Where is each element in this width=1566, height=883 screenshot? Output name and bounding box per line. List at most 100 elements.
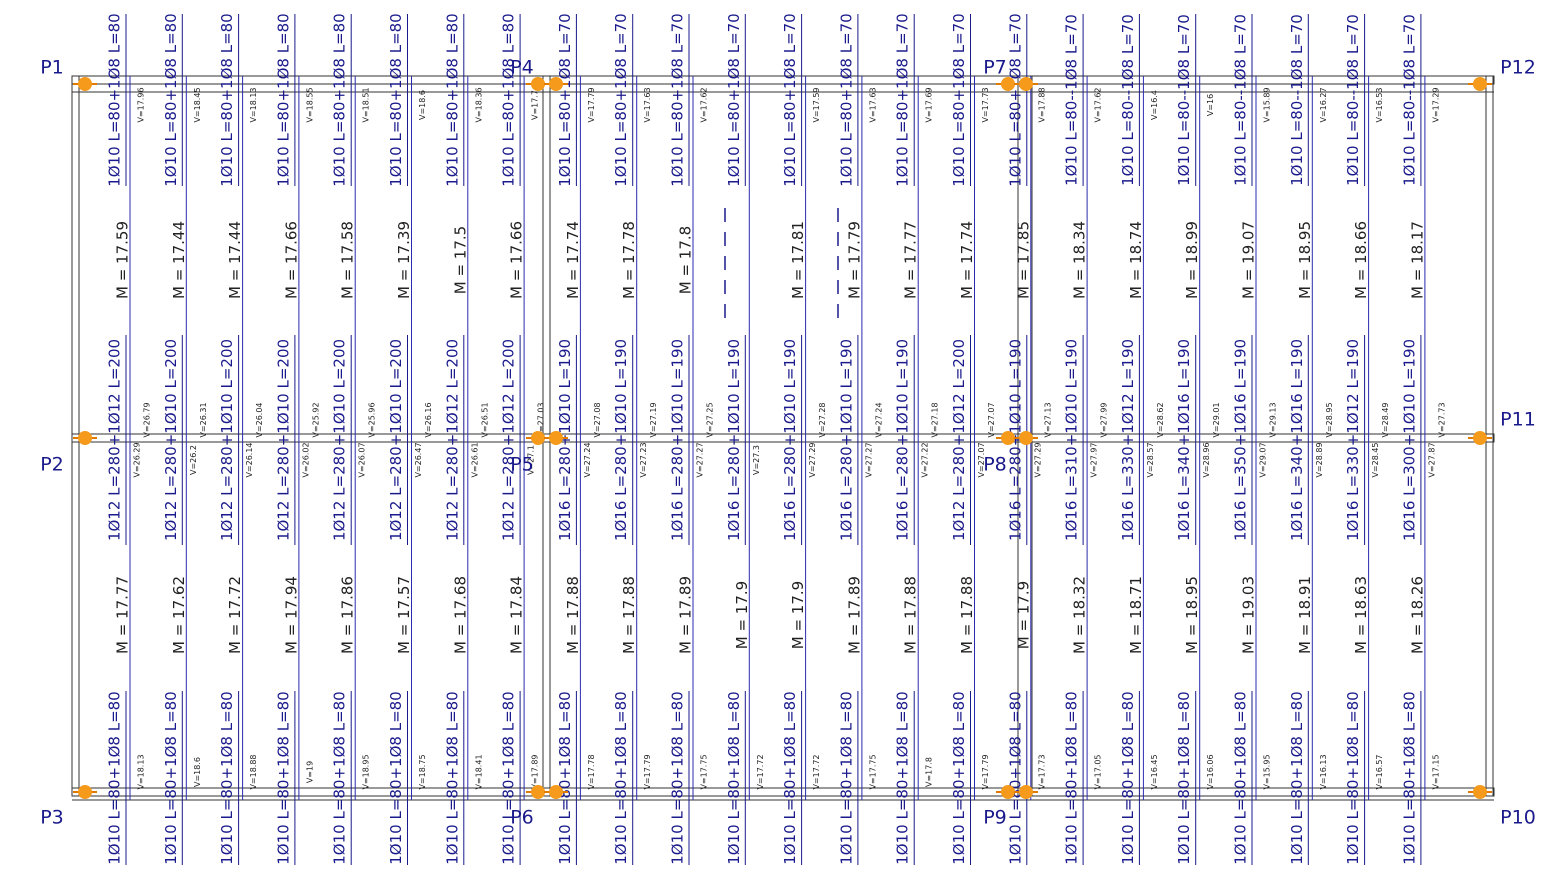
shear-top: V=17.62	[1094, 87, 1103, 122]
bottom-rebar: 1Ø10 L=80+1Ø8 L=80	[669, 691, 687, 864]
pillar-label: P8	[983, 454, 1007, 476]
bottom-rebar: 1Ø10 L=80+1Ø8 L=80	[1288, 691, 1306, 864]
shear-mid: V=27.18	[931, 402, 940, 437]
moment-bottom: M = 17.88	[958, 576, 976, 654]
shear-mid: V=29.01	[1212, 402, 1221, 437]
top-rebar: 1Ø10 L=80+1Ø8 L=70	[725, 13, 743, 186]
bottom-rebar: 1Ø10 L=80+1Ø8 L=80	[1175, 691, 1193, 864]
shear-bottom: V=17.8	[925, 757, 934, 787]
moment-bottom: M = 17.62	[170, 576, 188, 654]
shear-bottom: V=17.15	[1431, 754, 1440, 789]
mid-rebar: 1Ø16 L=280+1Ø10 L=190	[612, 339, 630, 541]
shear-mid: V=26.51	[480, 402, 489, 437]
moment-top: M = 17.74	[564, 221, 582, 299]
shear-mid: V=28.45	[1371, 442, 1380, 477]
shear-top: V=17.59	[812, 87, 821, 122]
top-rebar: 1Ø10 L=80+1Ø8 L=70	[669, 13, 687, 186]
top-rebar: 1Ø10 L=80+1Ø8 L=70	[894, 13, 912, 186]
bottom-rebar: 1Ø10 L=80+1Ø8 L=80	[106, 691, 124, 864]
top-rebar: 1Ø10 L=80+1Ø8 L=70	[781, 13, 799, 186]
moment-top: M = 18.99	[1183, 221, 1201, 299]
pillar-label: P2	[40, 454, 64, 476]
moment-top: M = 17.85	[1014, 221, 1032, 299]
shear-bottom: V=17.72	[812, 754, 821, 789]
shear-mid: V=26.04	[255, 402, 264, 437]
bottom-rebar: 1Ø10 L=80+1Ø8 L=80	[1006, 691, 1024, 864]
pillar-label: P5	[510, 454, 534, 476]
mid-rebar: 1Ø12 L=280+1Ø10 L=200	[274, 339, 292, 541]
top-rebar: 1Ø10 L=80+1Ø8 L=80	[443, 13, 461, 186]
top-rebar: 1Ø10 L=80--1Ø8 L=70	[1288, 14, 1306, 186]
moment-bottom: M = 17.9	[789, 581, 807, 649]
shear-bottom: V=16.45	[1150, 754, 1159, 789]
moment-top: M = 17.39	[395, 221, 413, 299]
pillar	[1001, 785, 1015, 799]
shear-mid: V=28.89	[1315, 442, 1324, 477]
top-rebar: 1Ø10 L=80--1Ø8 L=70	[1344, 14, 1362, 186]
shear-mid: V=28.57	[1146, 442, 1155, 477]
moment-bottom: M = 17.68	[451, 576, 469, 654]
shear-mid: V=27.22	[921, 442, 930, 477]
mid-rebar: 1Ø16 L=300+1Ø10 L=190	[1400, 339, 1418, 541]
shear-mid: V=27.25	[706, 402, 715, 437]
shear-bottom: V=16.13	[1319, 754, 1328, 789]
top-rebar: 1Ø10 L=80+1Ø8 L=70	[556, 13, 574, 186]
moment-top: M = 17.81	[789, 221, 807, 299]
top-rebar: 1Ø10 L=80--1Ø8 L=70	[1175, 14, 1193, 186]
pillar-label: P11	[1500, 409, 1536, 431]
pillar-label: P7	[983, 57, 1007, 79]
pillar	[1001, 77, 1015, 91]
bottom-rebar: 1Ø10 L=80+1Ø8 L=80	[500, 691, 518, 864]
top-rebar: 1Ø10 L=80+1Ø8 L=80	[500, 13, 518, 186]
top-rebar: 1Ø10 L=80+1Ø8 L=80	[274, 13, 292, 186]
top-rebar: 1Ø10 L=80+1Ø8 L=70	[1006, 13, 1024, 186]
bottom-rebar: 1Ø10 L=80+1Ø8 L=80	[612, 691, 630, 864]
shear-mid: V=26.29	[133, 442, 142, 477]
shear-bottom: V=15.95	[1263, 754, 1272, 789]
bottom-rebar: 1Ø10 L=80+1Ø8 L=80	[894, 691, 912, 864]
pillar-label: P1	[40, 57, 64, 79]
shear-top: V=18.45	[193, 87, 202, 122]
moment-bottom: M = 19.03	[1240, 576, 1258, 654]
shear-mid: V=27.28	[818, 402, 827, 437]
shear-mid: V=29.07	[1259, 442, 1268, 477]
pillar	[1019, 431, 1033, 445]
strips: 1Ø10 L=80+1Ø8 L=80 V=17.96 M = 17.59 1Ø12 L…	[106, 13, 1446, 865]
shear-bottom: V=18.6	[193, 757, 202, 787]
moment-bottom: M = 18.26	[1408, 576, 1426, 654]
shear-mid: V=27.07	[977, 442, 986, 477]
dashed-markers	[724, 208, 839, 320]
mid-rebar: 1Ø16 L=280+1Ø10 L=190	[781, 339, 799, 541]
bottom-rebar: 1Ø10 L=80+1Ø8 L=80	[837, 691, 855, 864]
moment-top: M = 17.44	[226, 221, 244, 299]
shear-bottom: V=17.75	[700, 754, 709, 789]
pillar	[78, 77, 92, 91]
pillar-label: P3	[40, 807, 64, 829]
bottom-rebar: 1Ø10 L=80+1Ø8 L=80	[274, 691, 292, 864]
shear-mid: V=27.29	[808, 442, 817, 477]
shear-bottom: V=18.41	[474, 754, 483, 789]
moment-top: M = 18.74	[1127, 221, 1145, 299]
pillar	[531, 77, 545, 91]
shear-mid: V=27.19	[649, 402, 658, 437]
pillar	[531, 431, 545, 445]
mid-rebar: 1Ø16 L=330+1Ø12 L=190	[1344, 339, 1362, 541]
shear-top: V=18.6	[418, 90, 427, 120]
shear-mid: V=29.13	[1269, 402, 1278, 437]
mid-rebar: 1Ø16 L=280+1Ø10 L=190	[1006, 339, 1024, 541]
shear-mid: V=26.31	[199, 402, 208, 437]
shear-bottom: V=16.57	[1375, 754, 1384, 789]
shear-mid: V=27.27	[864, 442, 873, 477]
shear-mid: V=26.47	[414, 442, 423, 477]
shear-bottom: V=18.13	[137, 754, 146, 789]
moment-bottom: M = 17.94	[282, 576, 300, 654]
shear-mid: V=27.03	[537, 402, 546, 437]
bottom-rebar: 1Ø10 L=80+1Ø8 L=80	[1344, 691, 1362, 864]
shear-top: V=17.29	[1431, 87, 1440, 122]
shear-bottom: V=18.95	[362, 754, 371, 789]
shear-top: V=17.63	[868, 87, 877, 122]
shear-top: V=17.69	[925, 87, 934, 122]
pillar	[78, 431, 92, 445]
moment-bottom: M = 18.91	[1296, 576, 1314, 654]
